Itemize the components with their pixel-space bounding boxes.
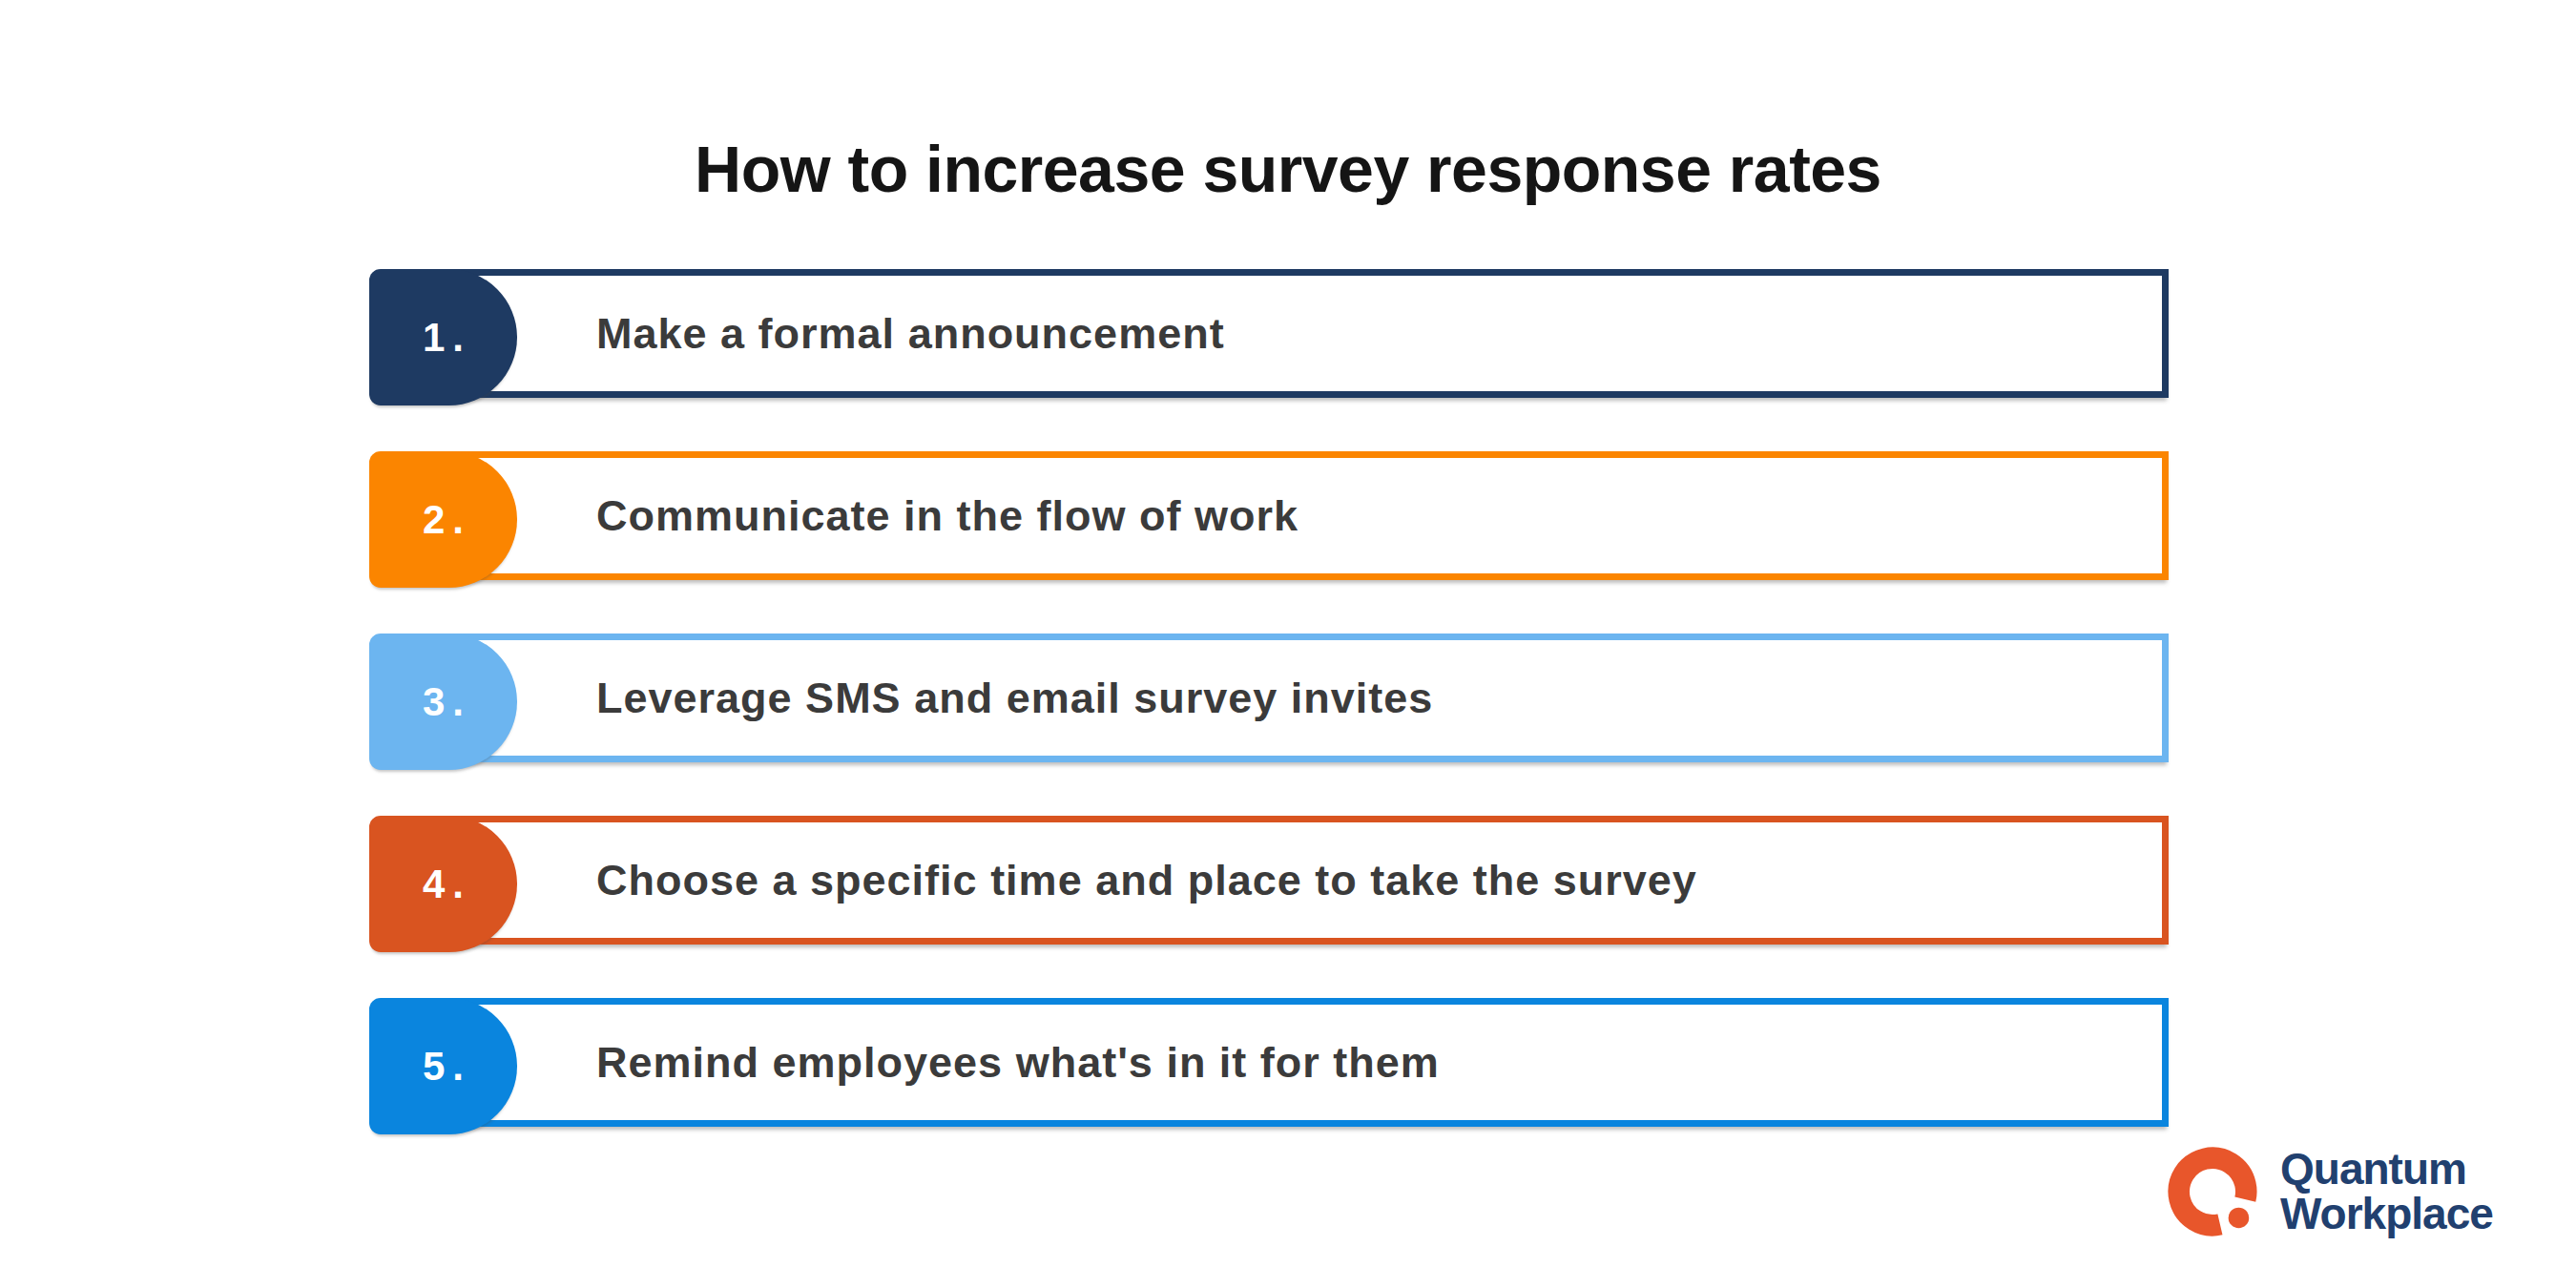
step-number-badge: 4. (369, 816, 517, 952)
step-number-badge: 5. (369, 998, 517, 1134)
step-label: Remind employees what's in it for them (596, 998, 1440, 1127)
step-row-2: 2. Communicate in the flow of work (369, 451, 2169, 588)
step-number-badge: 1. (369, 269, 517, 405)
page-title: How to increase survey response rates (0, 132, 2576, 206)
logo-text: Quantum Workplace (2280, 1147, 2493, 1236)
infographic-canvas: How to increase survey response rates 1.… (0, 0, 2576, 1288)
step-row-5: 5. Remind employees what's in it for the… (369, 998, 2169, 1134)
logo-text-line1: Quantum (2280, 1147, 2493, 1192)
step-row-1: 1. Make a formal announcement (369, 269, 2169, 405)
quantum-workplace-logo: Quantum Workplace (2166, 1145, 2493, 1238)
step-row-3: 3. Leverage SMS and email survey invites (369, 634, 2169, 770)
step-label: Leverage SMS and email survey invites (596, 634, 1433, 762)
quantum-workplace-logo-mark-icon (2166, 1145, 2259, 1238)
logo-text-line2: Workplace (2280, 1192, 2493, 1236)
step-number-badge: 2. (369, 451, 517, 588)
step-label: Make a formal announcement (596, 269, 1225, 398)
step-label: Communicate in the flow of work (596, 451, 1298, 580)
steps-list: 1. Make a formal announcement 2. Communi… (369, 269, 2169, 1180)
step-label: Choose a specific time and place to take… (596, 816, 1697, 945)
step-number-badge: 3. (369, 634, 517, 770)
step-row-4: 4. Choose a specific time and place to t… (369, 816, 2169, 952)
